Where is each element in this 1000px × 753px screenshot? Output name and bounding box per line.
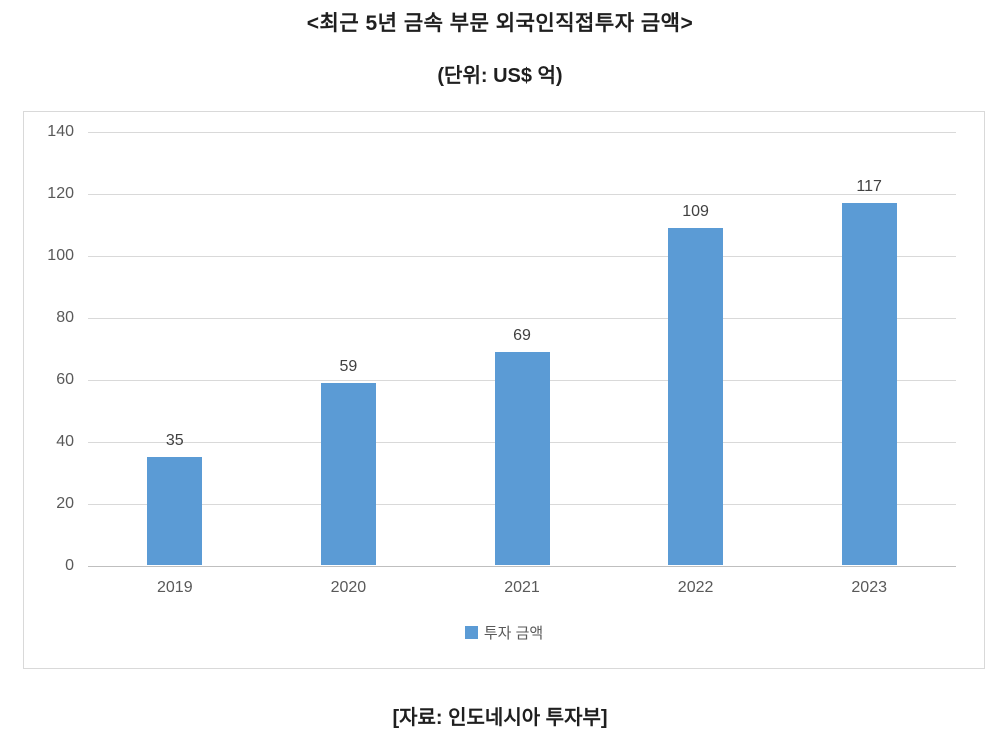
- bar-2021: [494, 351, 550, 566]
- chart-title: <최근 5년 금속 부문 외국인직접투자 금액>: [306, 12, 694, 35]
- bar-value-label-2021: 69: [513, 326, 531, 344]
- y-axis-tick-140: 140: [47, 122, 74, 140]
- source-note: [자료: 인도네시아 투자부]: [392, 707, 608, 729]
- x-axis-tick-2020: 2020: [330, 578, 367, 596]
- x-axis-tick-2021: 2021: [504, 578, 540, 596]
- bar-2019: [147, 457, 203, 566]
- x-axis-tick-2023: 2023: [851, 578, 887, 596]
- y-axis-tick-120: 120: [47, 184, 74, 202]
- legend-series-label: 투자 금액: [483, 625, 544, 642]
- x-axis-tick-2022: 2022: [677, 578, 714, 596]
- gridline-0: [88, 565, 956, 567]
- y-axis-tick-60: 60: [56, 370, 74, 388]
- y-axis-tick-100: 100: [47, 246, 74, 264]
- chart-unit-subtitle: (단위: US$ 억): [437, 65, 563, 87]
- bar-2020: [320, 382, 376, 566]
- y-axis-tick-80: 80: [56, 308, 74, 326]
- bar-value-label-2020: 59: [339, 357, 358, 375]
- x-axis-tick-2019: 2019: [157, 578, 193, 596]
- bar-2022: [668, 227, 724, 566]
- y-axis-tick-40: 40: [56, 432, 74, 450]
- bar-value-label-2023: 117: [856, 177, 882, 195]
- bar-2023: [841, 202, 897, 566]
- bar-value-label-2019: 35: [165, 432, 184, 450]
- bar-value-label-2022: 109: [682, 202, 709, 220]
- gridline-100: [88, 255, 956, 257]
- legend-swatch-icon: [464, 626, 478, 639]
- bar-chart: 투자 금액 0 20 40 60 80 100 120 140 35 2019 59 2020 69 20…: [23, 111, 985, 669]
- gridline-80: [88, 317, 956, 319]
- gridline-120: [88, 193, 956, 195]
- chart-legend: 투자 금액: [24, 622, 984, 643]
- y-axis-tick-0: 0: [65, 556, 74, 574]
- gridline-140: [88, 131, 956, 133]
- y-axis-tick-20: 20: [56, 494, 74, 512]
